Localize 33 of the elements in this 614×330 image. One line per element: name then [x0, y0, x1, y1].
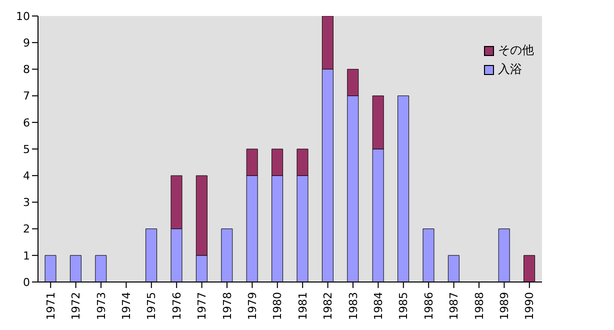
x-tick-label: 1986 [422, 292, 436, 320]
y-tick-label: 10 [16, 10, 30, 23]
y-tick-label: 6 [23, 116, 30, 130]
y-tick-label: 8 [23, 63, 30, 76]
y-tick-label: 4 [23, 170, 30, 183]
x-tick-label: 1973 [94, 292, 108, 320]
x-tick-label: 1975 [145, 292, 158, 320]
y-tick-label: 9 [23, 36, 30, 50]
x-tick-label: 1985 [397, 292, 410, 320]
legend-label: 入浴 [498, 61, 522, 78]
x-tick-label: 1976 [170, 292, 184, 320]
y-tick-label: 7 [23, 90, 30, 103]
x-tick-label: 1987 [448, 292, 461, 320]
y-tick-label: 3 [23, 196, 30, 210]
y-tick-label: 0 [23, 276, 30, 289]
x-tick-label: 1981 [296, 292, 310, 320]
x-tick-label: 1979 [246, 292, 260, 320]
x-tick-label: 1978 [220, 292, 234, 320]
legend-label: その他 [498, 42, 534, 59]
x-tick-label: 1982 [322, 292, 335, 320]
x-tick-label: 1989 [498, 292, 512, 320]
x-tick-label: 1990 [523, 292, 536, 320]
x-tick-label: 1974 [120, 292, 134, 320]
x-tick-label: 1977 [196, 292, 209, 320]
x-tick-label: 1980 [271, 292, 284, 320]
x-tick-label: 1972 [70, 292, 83, 320]
y-tick-label: 2 [23, 222, 30, 236]
y-tick-label: 5 [23, 142, 30, 156]
x-tick-label: 1971 [44, 292, 58, 320]
x-tick-label: 1984 [372, 292, 386, 320]
x-tick-label: 1983 [346, 292, 360, 320]
y-tick-label: 1 [23, 249, 30, 262]
x-tick-label: 1988 [472, 292, 486, 320]
